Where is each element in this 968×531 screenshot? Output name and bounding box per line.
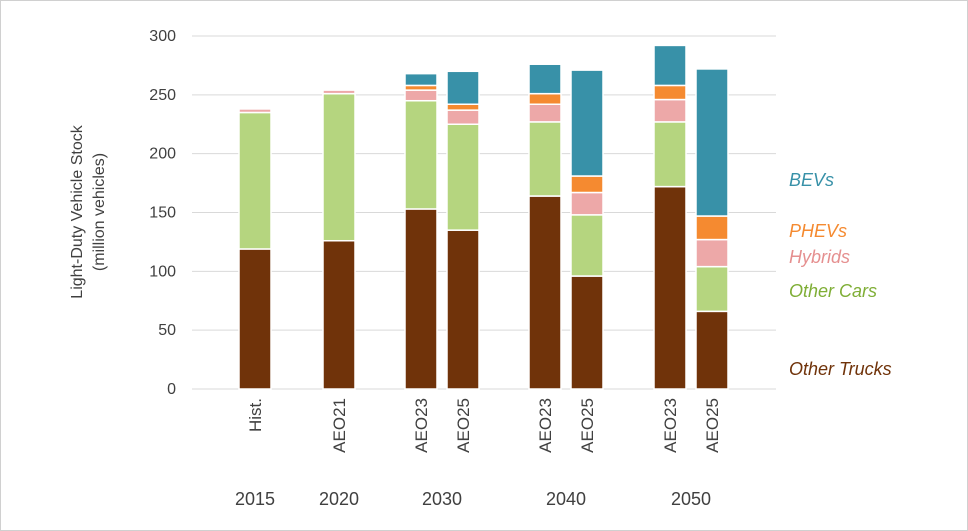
x-category-label: AEO23 <box>536 398 555 453</box>
y-tick-label: 0 <box>167 381 176 398</box>
bar-segment-phevs <box>570 175 604 194</box>
bar-segment-other-trucks <box>404 208 438 390</box>
y-tick-labels: 0 50 100 150 200 250 300 <box>149 28 176 398</box>
bar-segment-other-cars <box>238 111 272 250</box>
x-category-label: AEO23 <box>412 398 431 453</box>
bar-segment-bevs <box>570 69 604 177</box>
bar-segment-hybrids <box>404 89 438 102</box>
bar-segment-bevs <box>695 68 729 217</box>
x-category-label: AEO25 <box>454 398 473 453</box>
y-axis-title-line: Light-Duty Vehicle Stock <box>69 124 86 298</box>
legend-entry-bevs: BEVs <box>789 170 834 190</box>
bar-segment-hybrids <box>653 98 687 123</box>
bar-segment-bevs <box>528 63 562 95</box>
legend-entry-other-trucks: Other Trucks <box>789 359 892 379</box>
y-axis-label: Light-Duty Vehicle Stock (million vehicle… <box>69 124 108 298</box>
y-axis-title-line: (million vehicles) <box>91 153 108 271</box>
gridlines <box>192 35 776 390</box>
y-tick-label: 100 <box>149 263 176 280</box>
bar-segment-other-trucks <box>528 195 562 390</box>
bar-segment-other-trucks <box>653 185 687 390</box>
bar-segment-other-cars <box>322 92 356 242</box>
bar-segment-bevs <box>404 72 438 87</box>
legend-entry-phevs: PHEVs <box>789 221 847 241</box>
bar-segment-hybrids <box>322 89 356 95</box>
y-tick-label: 300 <box>149 28 176 45</box>
x-category-label: Hist. <box>246 398 265 432</box>
legend-entry-other-cars: Other Cars <box>789 281 877 301</box>
y-tick-label: 150 <box>149 205 176 222</box>
y-tick-label: 200 <box>149 146 176 163</box>
y-tick-label: 50 <box>158 322 176 339</box>
y-axis-title: Light-Duty Vehicle Stock (million vehicle… <box>69 124 108 298</box>
bar-segment-other-cars <box>404 99 438 210</box>
bar-segment-other-cars <box>653 121 687 188</box>
y-tick-label: 250 <box>149 87 176 104</box>
bar-segment-hybrids <box>238 108 272 114</box>
bar-segment-hybrids <box>446 109 480 125</box>
bar-segment-other-cars <box>695 265 729 313</box>
bar-segment-other-trucks <box>322 239 356 390</box>
bar-segment-hybrids <box>695 238 729 268</box>
bar-segment-phevs <box>653 84 687 101</box>
bar-segment-bevs <box>653 44 687 87</box>
year-labels: 2015 2020 2030 2040 2050 <box>235 489 711 509</box>
bar-segment-phevs <box>695 215 729 241</box>
bar-segment-other-cars <box>528 121 562 197</box>
bar-segment-other-trucks <box>695 310 729 390</box>
bar-segment-other-cars <box>446 123 480 231</box>
year-label: 2050 <box>671 489 711 509</box>
legend-entry-hybrids: Hybrids <box>789 247 850 267</box>
bar-segment-other-cars <box>570 214 604 277</box>
x-category-label: AEO25 <box>703 398 722 453</box>
bar-segment-hybrids <box>528 103 562 123</box>
year-label: 2040 <box>546 489 586 509</box>
bars <box>238 44 729 390</box>
x-category-label: AEO25 <box>578 398 597 453</box>
bar-segment-hybrids <box>570 191 604 216</box>
bar-segment-other-trucks <box>570 275 604 390</box>
year-label: 2015 <box>235 489 275 509</box>
bar-segment-phevs <box>528 92 562 105</box>
x-category-label: AEO21 <box>330 398 349 453</box>
year-label: 2030 <box>422 489 462 509</box>
legend: BEVs PHEVs Hybrids Other Cars Other Trucks <box>789 170 892 379</box>
bar-segment-other-trucks <box>238 248 272 390</box>
bar-segment-phevs <box>446 103 480 111</box>
x-category-labels: Hist. AEO21 AEO23 AEO25 AEO23 AEO25 AEO23 AEO25 <box>246 398 722 453</box>
bar-segment-bevs <box>446 70 480 105</box>
bar-segment-other-trucks <box>446 229 480 390</box>
year-label: 2020 <box>319 489 359 509</box>
x-category-label: AEO23 <box>661 398 680 453</box>
